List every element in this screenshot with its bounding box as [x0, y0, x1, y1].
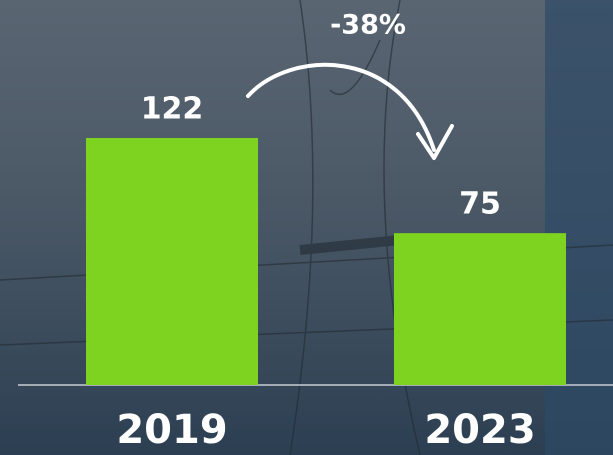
pole	[545, 0, 613, 455]
arrow-head	[416, 124, 454, 160]
x-tick-label: 2019	[116, 407, 227, 453]
x-tick-label: 2023	[424, 407, 535, 453]
value-label: 75	[459, 187, 501, 222]
annotation: -38%	[330, 10, 406, 41]
arrow	[246, 62, 436, 152]
bar	[86, 138, 258, 385]
bar	[394, 233, 566, 385]
value-label: 122	[141, 92, 204, 127]
